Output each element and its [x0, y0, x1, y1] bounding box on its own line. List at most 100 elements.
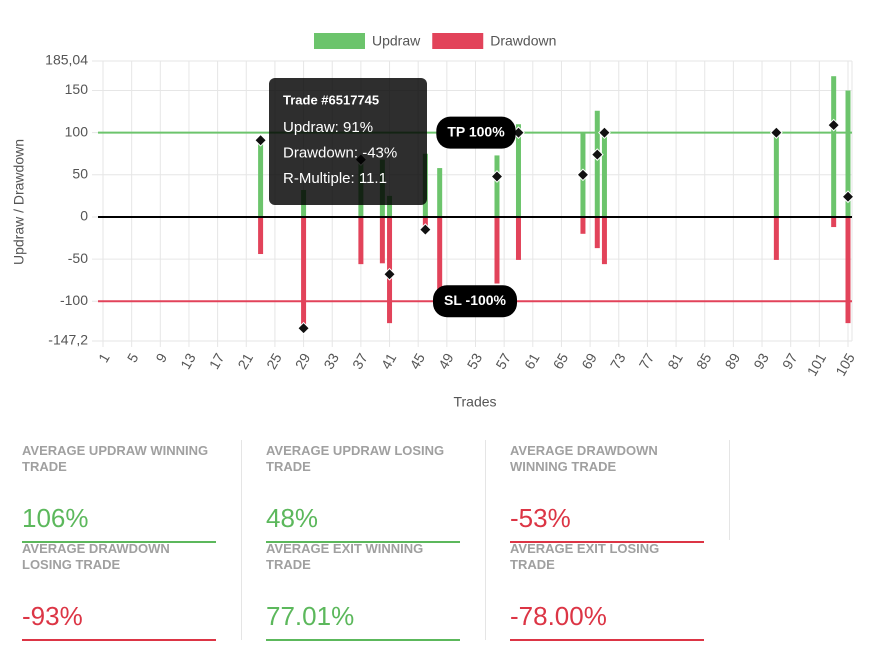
x-tick-label: 45: [406, 350, 428, 372]
x-tick-label: 105: [832, 350, 858, 378]
bar: [301, 216, 307, 329]
bar: [601, 132, 607, 217]
legend-swatch: [314, 33, 365, 49]
stat-value: 106%: [22, 503, 89, 533]
bar: [594, 110, 600, 217]
stat-value: 48%: [266, 503, 319, 533]
stat-card: AVERAGE EXIT WINNING TRADE 77.01%: [266, 541, 460, 641]
stat-underline: [22, 541, 216, 543]
bar: [437, 168, 443, 217]
y-tick-label: 185,04: [45, 52, 88, 68]
x-tick-label: 61: [521, 350, 543, 372]
line-label: SL -100%: [444, 292, 507, 308]
x-tick-label: 29: [292, 350, 314, 372]
stat-card: AVERAGE UPDRAW WINNING TRADE 106%: [22, 443, 216, 543]
tooltip-line: R-Multiple: 11.1: [283, 170, 387, 187]
stat-card: AVERAGE DRAWDOWN LOSING TRADE -93%: [22, 541, 216, 641]
exit-marker: [512, 126, 525, 140]
exit-marker: [590, 148, 604, 161]
line-label: TP 100%: [447, 123, 505, 139]
stat-underline: [22, 639, 216, 641]
y-tick-label: -147,2: [48, 332, 88, 348]
legend-label: Drawdown: [490, 33, 556, 49]
bar: [580, 216, 586, 234]
x-tick-label: 13: [177, 350, 199, 372]
x-tick-label: 97: [779, 350, 801, 372]
exit-marker: [297, 321, 310, 335]
line-label-box: [433, 285, 517, 318]
x-tick-label: 73: [607, 350, 629, 372]
stat-underline: [266, 541, 460, 543]
exit-marker: [383, 267, 396, 281]
bar: [494, 216, 500, 284]
y-tick-label: 50: [72, 166, 88, 182]
x-tick-label: 65: [550, 350, 572, 372]
exit-marker: [254, 133, 267, 147]
tooltip-title: Trade #6517745: [283, 92, 379, 107]
x-tick-label: 33: [320, 350, 342, 372]
stat-card: AVERAGE EXIT LOSING TRADE -78.00%: [510, 541, 704, 641]
bar: [845, 90, 851, 217]
x-tick-label: 21: [234, 350, 256, 372]
bar: [831, 76, 837, 217]
stat-card: AVERAGE DRAWDOWN WINNING TRADE -53%: [510, 443, 704, 543]
exit-marker: [770, 126, 783, 140]
exit-marker: [490, 170, 504, 183]
x-tick-label: 101: [804, 350, 830, 378]
x-tick-label: 37: [349, 350, 371, 372]
x-tick-label: 5: [124, 350, 142, 365]
separator: [729, 440, 730, 540]
bar: [515, 216, 521, 260]
x-axis-label: Trades: [453, 394, 496, 410]
stat-value: -93%: [22, 601, 83, 631]
separator: [241, 440, 242, 640]
bar: [773, 216, 779, 260]
stat-underline: [266, 639, 460, 641]
tooltip-line: Updraw: 91%: [283, 119, 373, 136]
exit-marker: [827, 118, 841, 132]
x-tick-label: 81: [664, 350, 686, 372]
y-tick-label: 0: [80, 208, 88, 224]
y-tick-label: -100: [60, 292, 88, 308]
bar: [515, 124, 521, 217]
y-axis-label: Updraw / Drawdown: [11, 139, 27, 265]
bar: [422, 216, 428, 228]
exit-marker: [841, 190, 855, 204]
line-label-box: [436, 116, 516, 149]
stat-value: 77.01%: [266, 601, 355, 631]
stat-underline: [510, 541, 704, 543]
tooltip-box: [269, 78, 427, 205]
exit-marker: [418, 223, 432, 236]
x-tick-label: 85: [693, 350, 715, 372]
exit-marker: [576, 168, 590, 182]
bar: [379, 216, 385, 264]
chart: Updraw / Drawdown Trades Updraw Drawdown -…: [11, 33, 858, 410]
stat-label: AVERAGE DRAWDOWN LOSING TRADE: [22, 541, 170, 572]
legend-swatch: [432, 33, 484, 49]
stat-label: AVERAGE UPDRAW LOSING TRADE: [266, 443, 445, 474]
x-tick-label: 9: [152, 350, 170, 365]
x-tick-label: 1: [95, 350, 113, 365]
y-tick-label: -50: [68, 250, 88, 266]
y-tick-label: 100: [65, 123, 89, 139]
stat-label: AVERAGE EXIT LOSING TRADE: [510, 541, 660, 572]
x-tick-label: 77: [636, 350, 658, 372]
exit-marker: [598, 126, 611, 140]
x-tick-label: 25: [263, 350, 285, 372]
stat-label: AVERAGE DRAWDOWN WINNING TRADE: [510, 443, 658, 474]
stat-underline: [510, 639, 704, 641]
bar: [258, 140, 264, 217]
bar: [773, 132, 779, 217]
bar: [387, 195, 393, 217]
x-tick-label: 53: [464, 350, 486, 372]
x-tick-label: 49: [435, 350, 457, 372]
x-tick-label: 93: [750, 350, 772, 372]
y-tick-label: 150: [65, 81, 89, 97]
x-tick-label: 57: [492, 350, 514, 372]
bar: [845, 216, 851, 324]
x-tick-label: 69: [578, 350, 600, 372]
bar: [437, 216, 443, 301]
bar: [494, 155, 500, 217]
stat-value: -53%: [510, 503, 571, 533]
